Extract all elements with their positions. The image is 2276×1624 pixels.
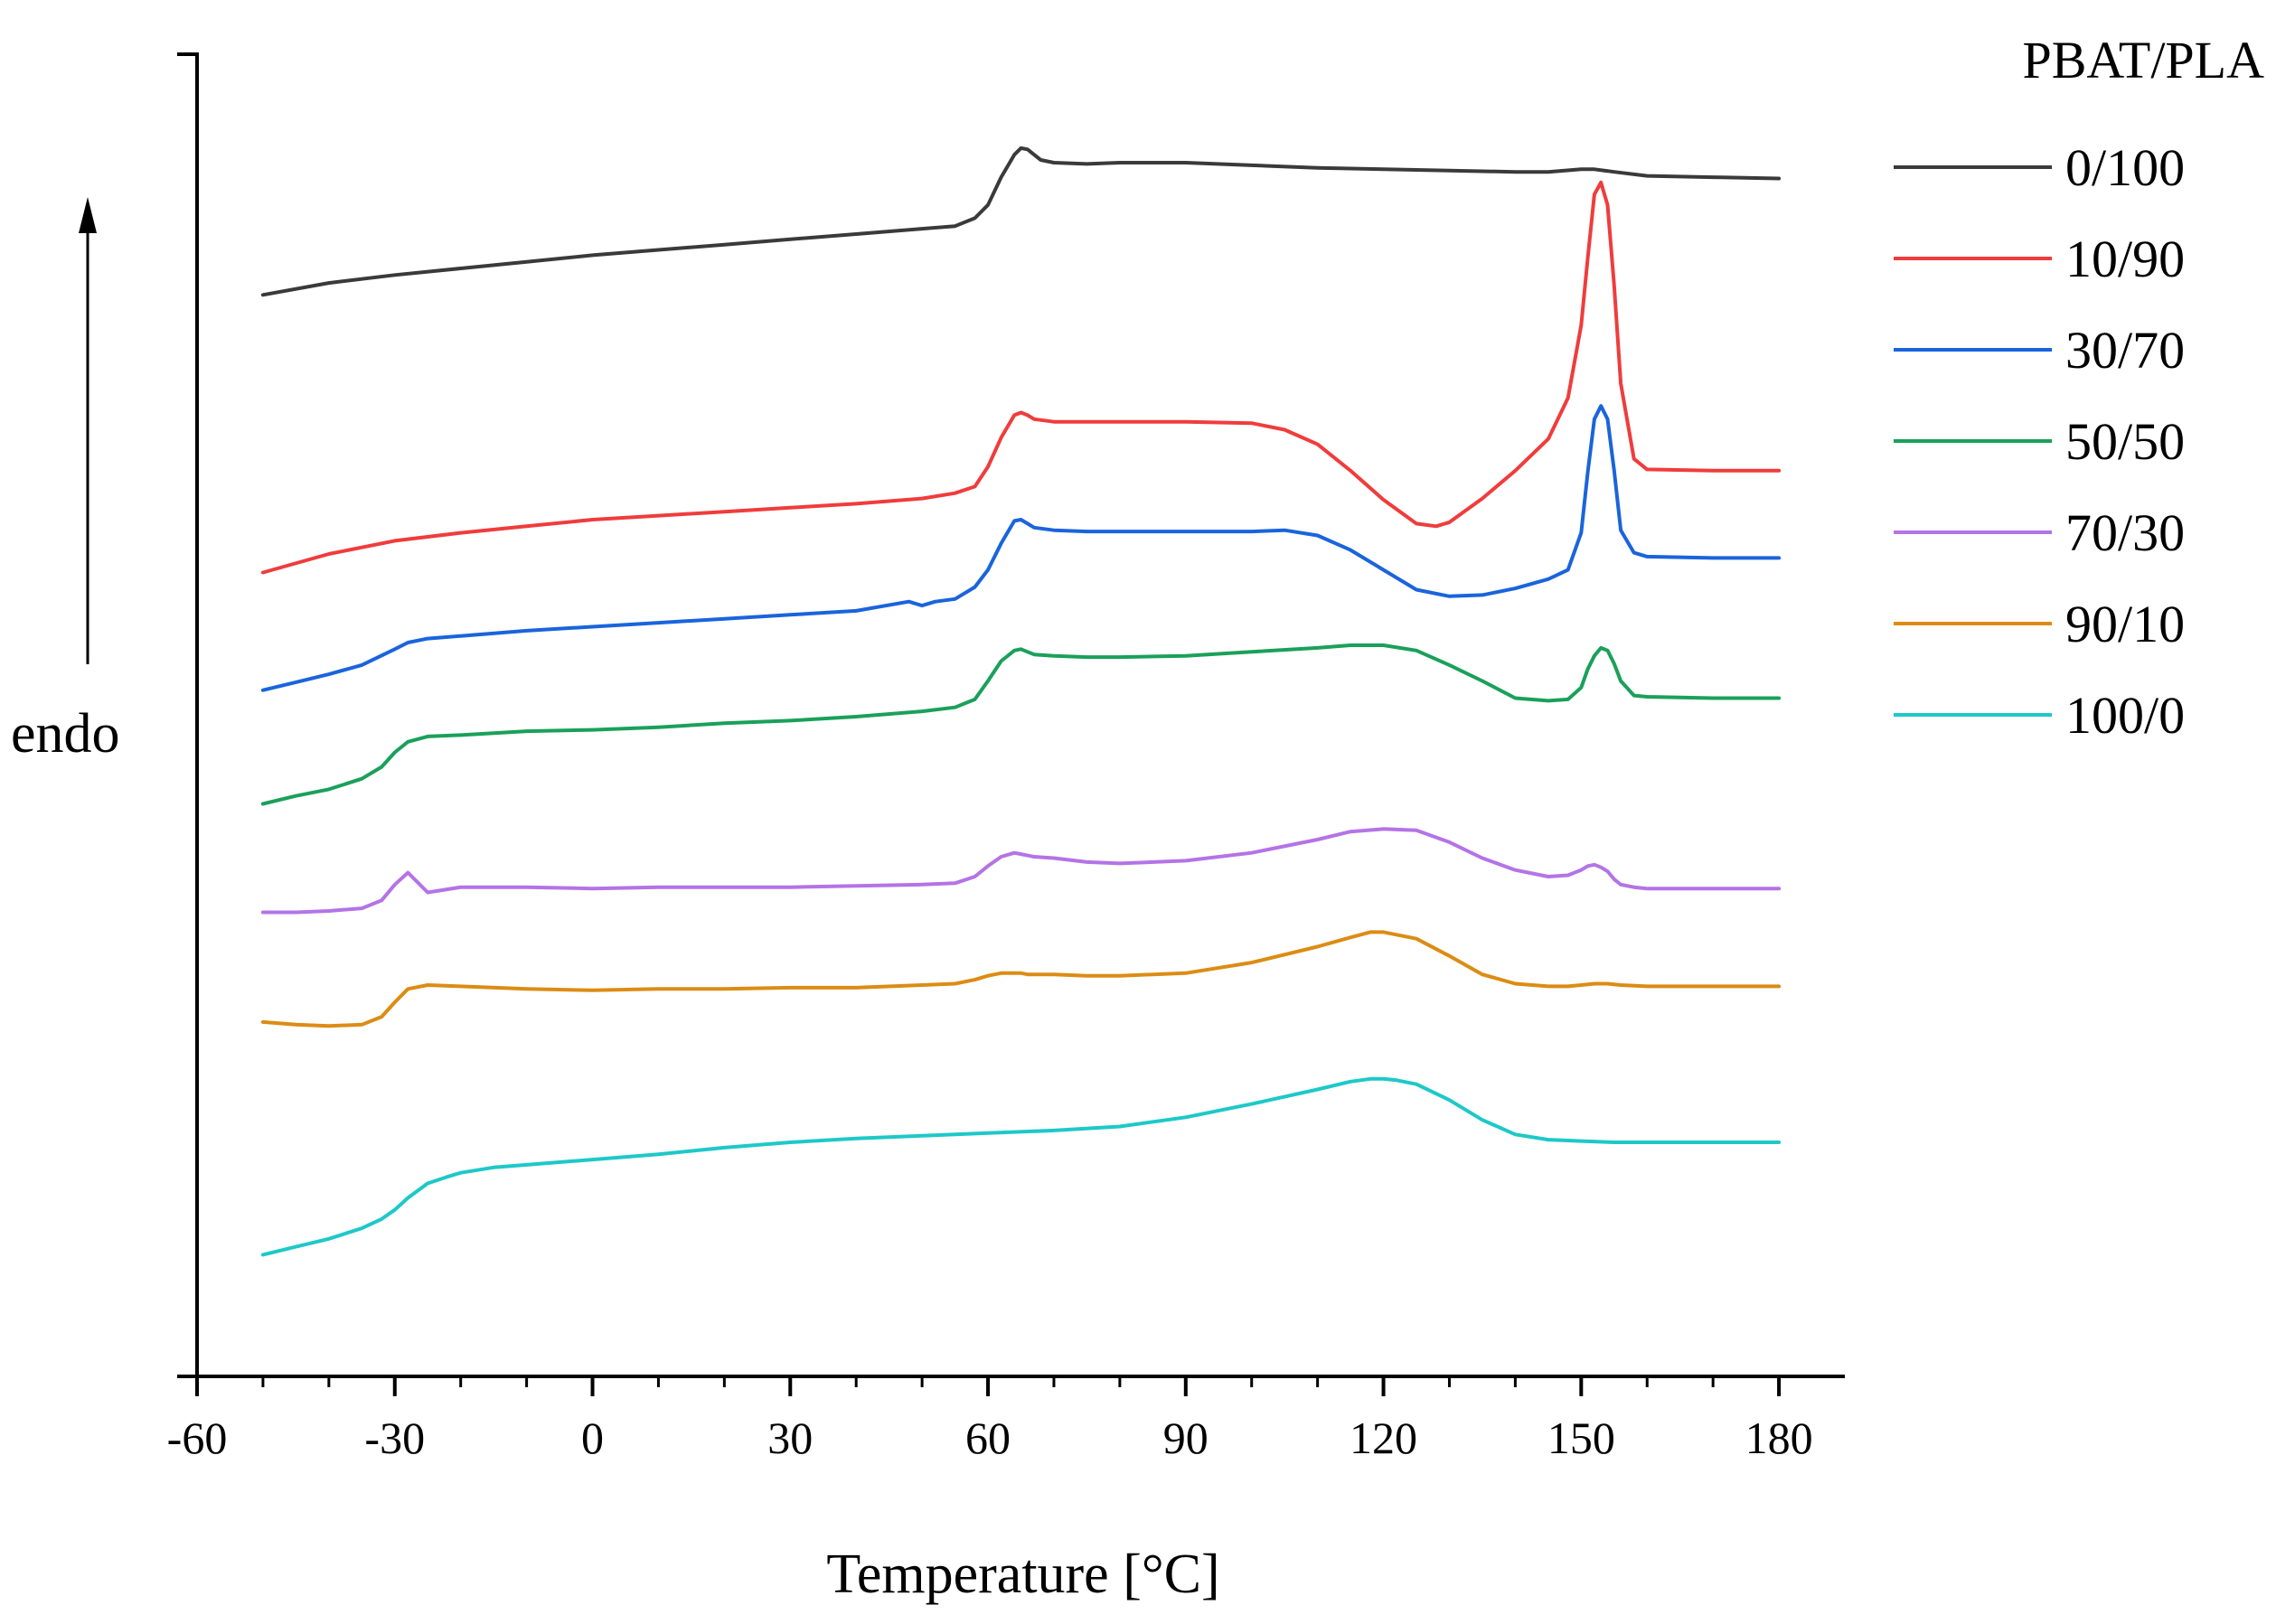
y-axis-label: endo bbox=[11, 703, 120, 765]
legend-items: 0/100 10/90 30/70 50/50 70/30 90/10 100/0 bbox=[1894, 138, 2185, 745]
x-tick-label: 150 bbox=[1547, 1413, 1615, 1463]
series-line-50-50 bbox=[260, 643, 1782, 806]
legend-label: 50/50 bbox=[2065, 412, 2185, 471]
x-ticks bbox=[195, 1376, 1782, 1396]
x-tick-label: 120 bbox=[1350, 1413, 1417, 1463]
series-line-100-0 bbox=[260, 1076, 1782, 1257]
x-tick-label: -30 bbox=[364, 1413, 425, 1463]
legend-label: 100/0 bbox=[2065, 686, 2185, 745]
x-tick-label: 60 bbox=[965, 1413, 1011, 1463]
legend-label: 10/90 bbox=[2065, 230, 2185, 288]
legend-label: 70/30 bbox=[2065, 503, 2185, 562]
x-tick-label: 180 bbox=[1745, 1413, 1813, 1463]
series-line-10-90 bbox=[260, 180, 1782, 575]
series-line-0-100 bbox=[260, 146, 1782, 297]
x-tick-label: 90 bbox=[1163, 1413, 1209, 1463]
x-tick-labels: -60 -30 0 30 60 90 120 150 180 bbox=[167, 1413, 1813, 1463]
legend-label: 0/100 bbox=[2065, 138, 2185, 197]
x-tick-label: 30 bbox=[767, 1413, 813, 1463]
x-tick-label: -60 bbox=[167, 1413, 228, 1463]
series-lines bbox=[260, 146, 1782, 1257]
legend: PBAT/PLA 0/100 10/90 30/70 50/50 70/30 90/10 1… bbox=[1894, 31, 2264, 745]
legend-title: PBAT/PLA bbox=[2022, 31, 2264, 89]
series-line-70-30 bbox=[260, 827, 1782, 915]
x-axis-label: Temperature [°C] bbox=[826, 1544, 1219, 1605]
series-line-90-10 bbox=[260, 930, 1782, 1028]
x-tick-label: 0 bbox=[581, 1413, 604, 1463]
endo-arrow-head bbox=[79, 197, 97, 233]
legend-label: 30/70 bbox=[2065, 321, 2185, 380]
legend-label: 90/10 bbox=[2065, 595, 2185, 653]
endo-arrow-indicator: endo bbox=[11, 197, 120, 765]
axes: -60 -30 0 30 60 90 120 150 180 bbox=[167, 52, 1845, 1463]
series-line-30-70 bbox=[260, 404, 1782, 692]
